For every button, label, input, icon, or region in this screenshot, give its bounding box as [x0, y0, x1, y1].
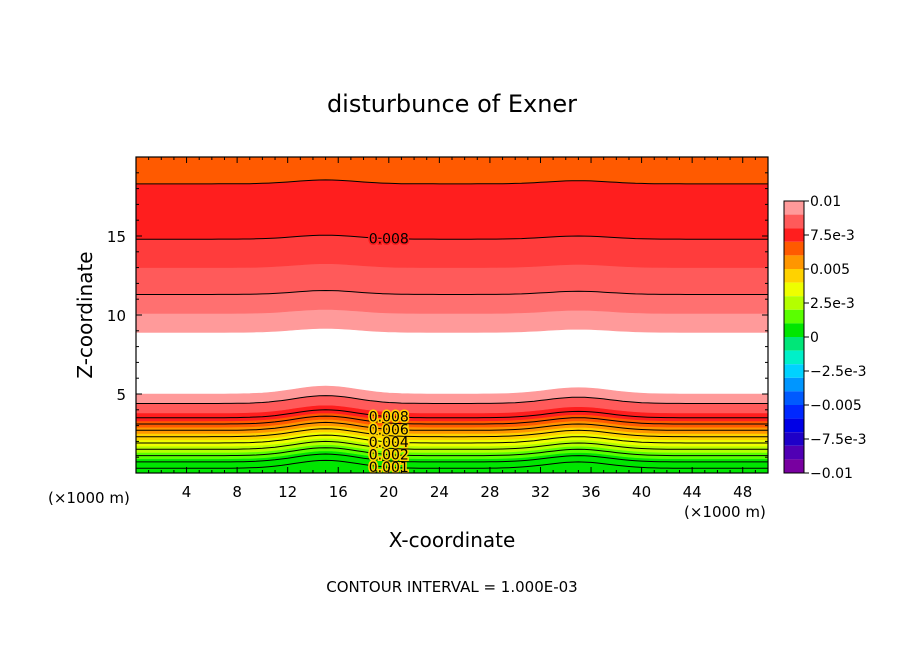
x-axis-label: X-coordinate: [389, 528, 516, 552]
colorbar: 0.01 7.5e-3 0.005 2.5e-3 0 −2.5e-3 −0.005 −7.5e…: [783, 194, 867, 482]
colorbar-swatch-14: [784, 391, 804, 405]
field-band-16: [135, 156, 769, 185]
contour-line-1: [136, 453, 768, 463]
colorbar-tick-label: 2.5e-3: [810, 296, 855, 312]
x-tick-label: 28: [480, 483, 499, 501]
colorbar-swatch-1: [784, 214, 804, 229]
contour-line-3: [136, 440, 768, 450]
contour-label-8: 0.008: [369, 410, 409, 426]
colorbar-tick-label: −7.5e-3: [810, 432, 867, 448]
contour-label-11: 0.008: [369, 232, 409, 248]
colorbar-tick-label: 7.5e-3: [810, 228, 855, 244]
contour-field: [135, 156, 769, 474]
colorbar-swatch-7: [784, 296, 804, 310]
contour-line-9: [136, 395, 768, 404]
contour-label-6: 0.006: [369, 422, 409, 438]
chart-title: disturbunce of Exner: [327, 90, 577, 118]
x-tick-label: 12: [278, 483, 297, 501]
colorbar-tick-label: −0.01: [810, 466, 853, 482]
contour-line-5: [136, 428, 768, 438]
field-band-14: [135, 234, 769, 268]
contour-line-12: [136, 179, 768, 185]
colorbar-swatch-13: [784, 377, 804, 392]
colorbar-tick-label: −2.5e-3: [810, 364, 867, 380]
y-axis-label: Z-coordinate: [73, 251, 97, 378]
colorbar-swatch-12: [784, 364, 804, 378]
colorbar-tick-label: 0: [810, 330, 819, 346]
colorbar-tick-label: 0.005: [810, 262, 850, 278]
contour-line-7: [136, 415, 768, 425]
colorbar-tick-label: −0.005: [810, 398, 862, 414]
colorbar-swatch-5: [784, 269, 804, 283]
x-tick-label: 20: [379, 483, 398, 501]
colorbar-tick-label: 0.01: [810, 194, 841, 210]
x-tick-label: 36: [581, 483, 600, 501]
field-band-13: [135, 263, 769, 295]
colorbar-swatch-6: [784, 282, 804, 297]
colorbar-swatch-19: [784, 459, 804, 473]
contour-interval-footer: CONTOUR INTERVAL = 1.000E-03: [326, 578, 577, 596]
x-tick-label: 24: [430, 483, 449, 501]
y-tick-label: 10: [107, 307, 126, 325]
field-band-10: [135, 385, 769, 404]
contour-label-2: 0.002: [369, 448, 409, 464]
contour-line-0: [136, 459, 768, 469]
x-tick-label: 40: [632, 483, 651, 501]
x-tick-label: 8: [232, 483, 242, 501]
x-tick-label: 48: [733, 483, 752, 501]
x-unit-label-left: (×1000 m): [48, 489, 130, 507]
colorbar-swatch-15: [784, 405, 804, 419]
colorbar-swatch-16: [784, 418, 804, 433]
x-tick-label: 4: [182, 483, 192, 501]
contour-line-8: [136, 409, 768, 419]
contour-line-6: [136, 421, 768, 431]
contour-label-4: 0.004: [369, 435, 409, 451]
field-band-15: [135, 179, 769, 240]
colorbar-swatch-3: [784, 241, 804, 256]
x-tick-label: 16: [329, 483, 348, 501]
contour-line-2: [136, 447, 768, 457]
contour-line-11: [136, 234, 768, 240]
y-tick-label: 15: [107, 228, 126, 246]
y-tick-label: 5: [116, 386, 126, 404]
contour-line-4: [136, 434, 768, 444]
colorbar-swatch-0: [784, 201, 804, 215]
colorbar-swatch-17: [784, 432, 804, 446]
x-tick-label: 44: [683, 483, 702, 501]
colorbar-swatch-8: [784, 309, 804, 324]
x-tick-label: 32: [531, 483, 550, 501]
colorbar-swatch-10: [784, 337, 804, 351]
colorbar-swatch-18: [784, 445, 804, 460]
colorbar-swatch-11: [784, 350, 804, 365]
contour-line-10: [136, 289, 768, 295]
x-unit-label-right: (×1000 m): [684, 503, 766, 521]
colorbar-swatch-9: [784, 323, 804, 337]
colorbar-swatch-2: [784, 228, 804, 242]
colorbar-swatch-4: [784, 255, 804, 269]
